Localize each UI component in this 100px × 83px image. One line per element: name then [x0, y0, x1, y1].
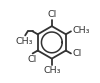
Text: CH₃: CH₃: [43, 66, 61, 75]
Text: Cl: Cl: [47, 10, 56, 19]
Text: CH₃: CH₃: [73, 26, 90, 35]
Text: CH₃: CH₃: [16, 37, 34, 46]
Text: Cl: Cl: [28, 55, 37, 64]
Text: Cl: Cl: [73, 49, 82, 58]
